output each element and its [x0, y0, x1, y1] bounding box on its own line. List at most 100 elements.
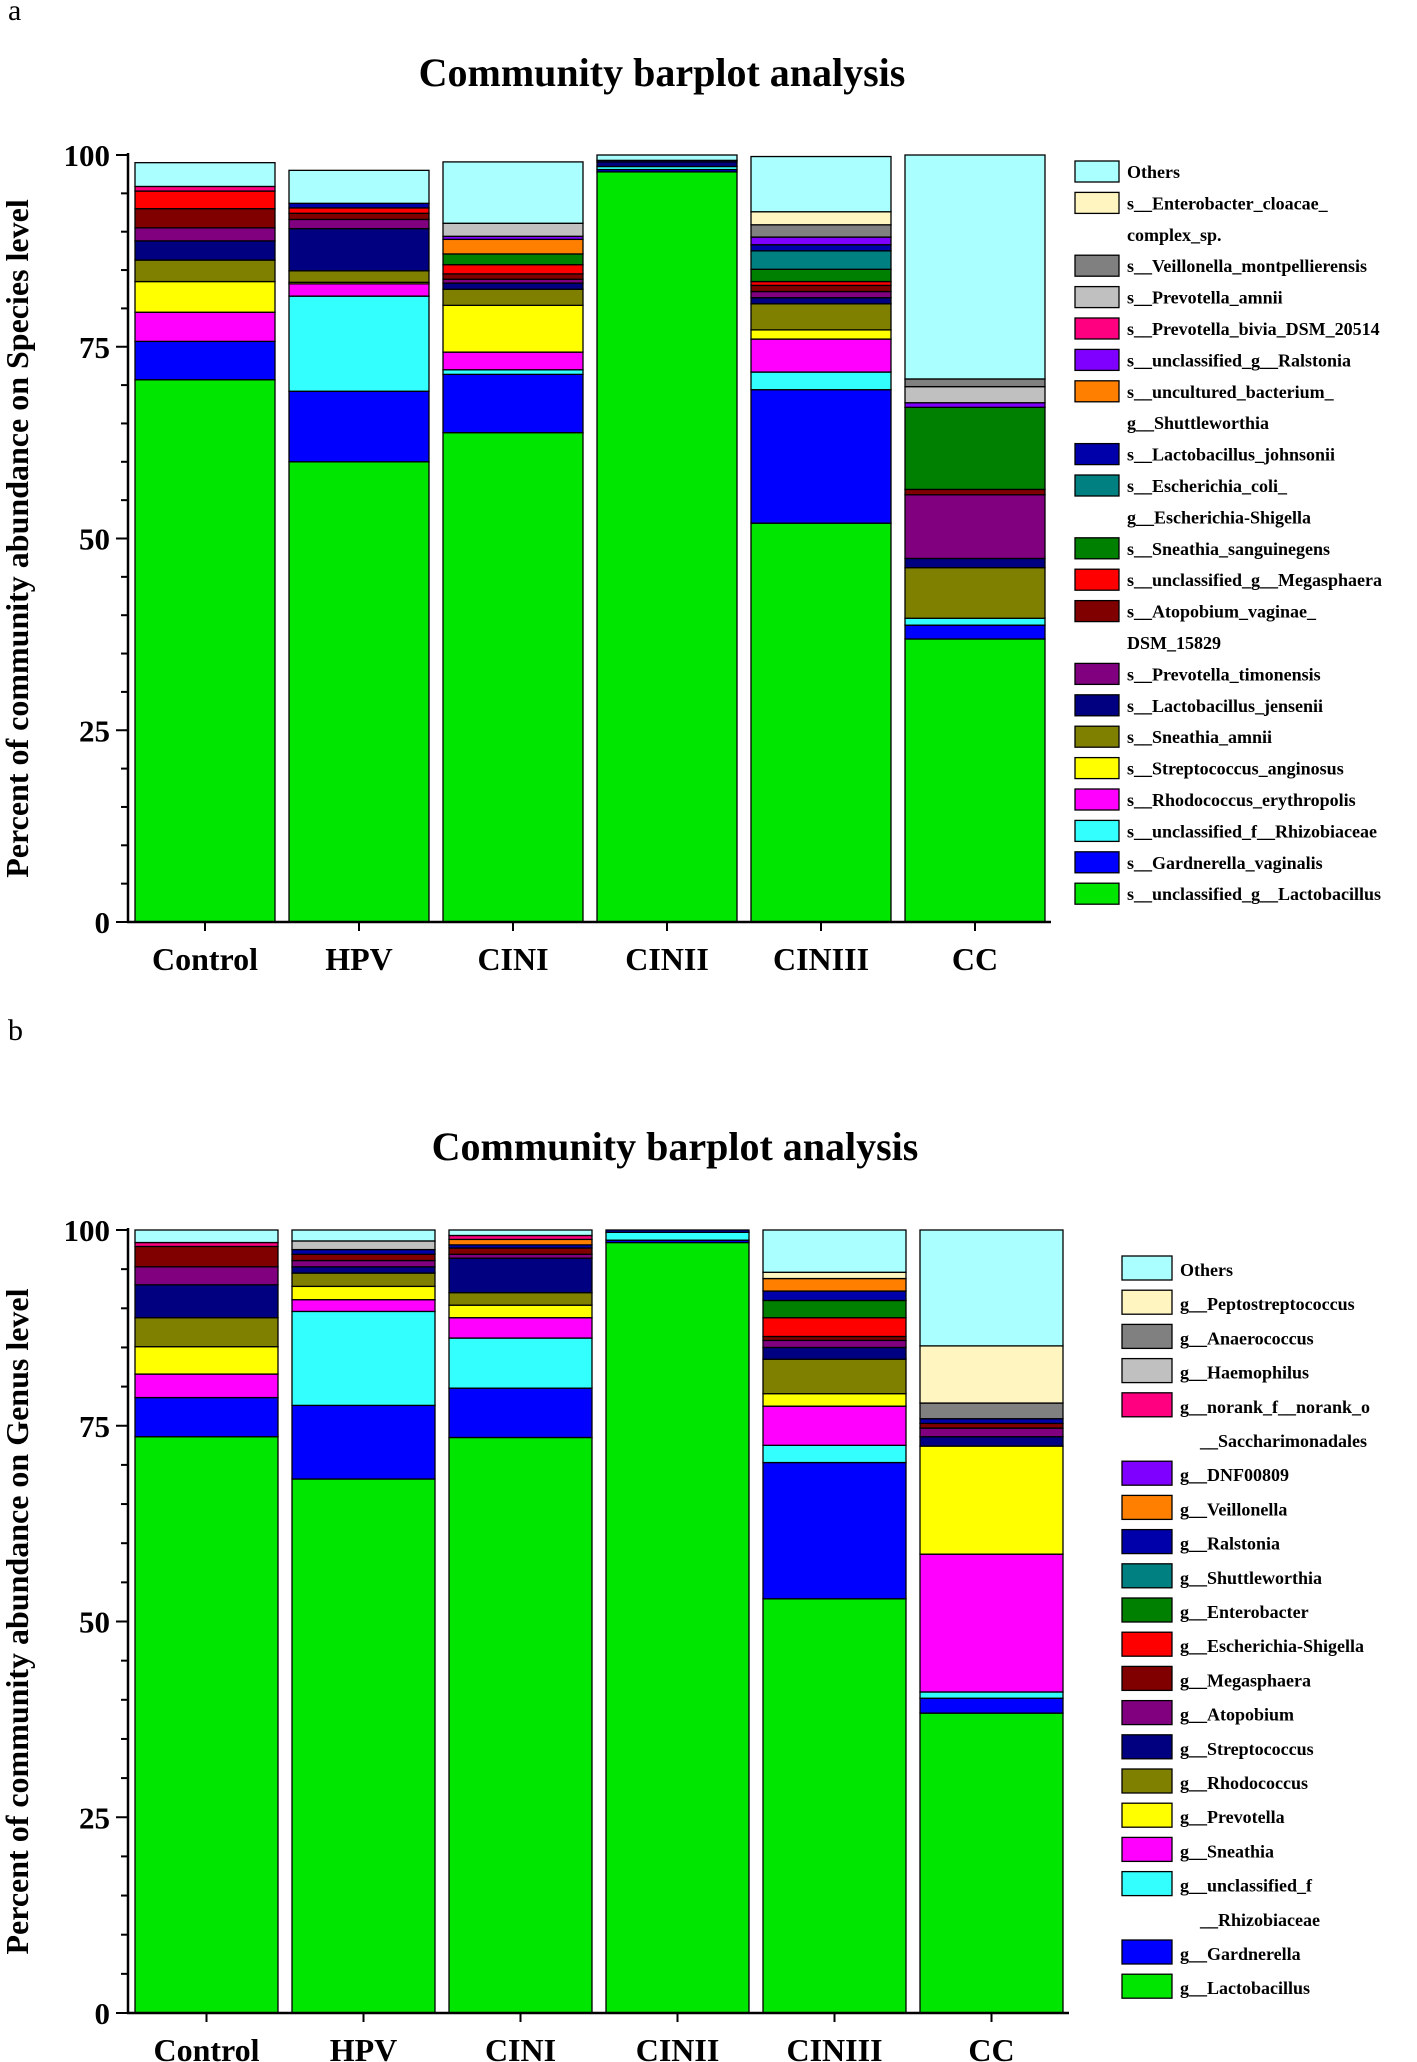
- bar-segment-Control-s__Atopobium_vaginae_DSM_15829: [134, 208, 276, 229]
- panel-letter-a: a: [8, 0, 21, 27]
- bar-segment-Control-Others: [134, 1229, 279, 1244]
- legend-label-g__Enterobacter: g__Enterobacter: [1180, 1602, 1309, 1622]
- bar-segment-HPV-s__unclassified_f__Rhizobiaceae: [288, 295, 430, 392]
- bar-segment-CINI-s__unclassified_f__Rhizobiaceae: [442, 369, 584, 376]
- legend-label-g__Sneathia: g__Sneathia: [1180, 1841, 1274, 1861]
- panel-letter-b: b: [8, 1014, 23, 1047]
- legend-label-s__Lactobacillus_jensenii: s__Lactobacillus_jensenii: [1127, 696, 1323, 716]
- bar-segment-CINI-s__unclassified_g__Megasphaera: [442, 264, 584, 275]
- legend-label-s__Sneathia_amnii: s__Sneathia_amnii: [1127, 727, 1272, 747]
- chart-title: Community barplot analysis: [419, 50, 906, 95]
- bar-segment-CC-s__Sneathia_sanguinegens: [904, 406, 1046, 491]
- panel-a: a Community barplot analysis Percent of c…: [0, 0, 1382, 977]
- bar-segment-HPV-s__Lactobacillus_jensenii: [288, 227, 430, 272]
- bar-segment-Control-s__Streptococcus_anginosus: [134, 280, 276, 313]
- bar-segment-HPV-g__Streptococcus: [291, 1266, 436, 1274]
- legend-swatch-g__norank_f__norank_o__Saccharimonadales: [1121, 1392, 1173, 1418]
- legend-label-g__Atopobium: g__Atopobium: [1180, 1705, 1294, 1725]
- x-tick-label-CINIII: CINIII: [773, 941, 869, 977]
- y-tick-label-50: 50: [79, 1605, 110, 1640]
- x-tick-label-CINIII: CINIII: [786, 2032, 882, 2062]
- bar-segment-Control-s__unclassified_g__Megasphaera: [134, 190, 276, 210]
- bar-segment-HPV-g__Atopobium: [291, 1259, 436, 1268]
- bar-segment-CINIII-g__Prevotella: [762, 1392, 907, 1407]
- x-tick-label-HPV: HPV: [330, 2032, 398, 2062]
- bar-segment-CINIII-s__Streptococcus_anginosus: [750, 329, 892, 340]
- x-tick-label-HPV: HPV: [325, 941, 393, 977]
- legend-swatch-s__Lactobacillus_johnsonii: [1074, 442, 1120, 466]
- legend-label-s__Enterobacter_cloacae_complex_sp.-line2: complex_sp.: [1127, 225, 1222, 245]
- bar-segment-CC-s__Veillonella_montpellierensis: [904, 378, 1046, 388]
- legend-swatch-g__Streptococcus: [1121, 1734, 1173, 1760]
- bar-segment-HPV-s__Rhodococcus_erythropolis: [288, 283, 430, 297]
- bar-segment-CINI-g__Megasphaera: [448, 1247, 593, 1255]
- legend-swatch-s__Veillonella_montpellierensis: [1074, 254, 1120, 277]
- bar-segment-CINIII-g__unclassified_f__Rhizobiaceae: [762, 1444, 907, 1464]
- bar-segment-HPV-s__Gardnerella_vaginalis: [288, 390, 430, 463]
- legend-swatch-g__Enterobacter: [1121, 1597, 1173, 1623]
- legend-swatch-g__Shuttleworthia: [1121, 1563, 1173, 1589]
- bar-segment-CINI-s__unclassified_g__Lactobacillus: [442, 432, 584, 923]
- bar-segment-HPV-g__Lactobacillus: [291, 1478, 436, 2014]
- legend-label-s__Enterobacter_cloacae_complex_sp.: s__Enterobacter_cloacae_: [1127, 193, 1329, 213]
- bar-segment-CINIII-g__Veillonella: [762, 1277, 907, 1292]
- legend-swatch-g__Anaerococcus: [1121, 1323, 1173, 1350]
- bar-segment-CINIII-g__Escherichia-Shigella: [762, 1317, 907, 1338]
- bar-segment-CC-s__Lactobacillus_jensenii: [904, 557, 1046, 569]
- legend-label-g__unclassified_f__Rhizobiaceae: g__unclassified_f: [1180, 1876, 1313, 1896]
- bar-segment-CC-Others: [919, 1229, 1064, 1347]
- x-tick-label-CINI: CINI: [477, 941, 548, 977]
- legend-swatch-s__Enterobacter_cloacae_complex_sp.: [1074, 191, 1120, 215]
- legend-label-s__Atopobium_vaginae_DSM_15829-line2: DSM_15829: [1127, 633, 1221, 653]
- bar-segment-CINII-Others: [596, 154, 738, 162]
- legend-label-g__norank_f__norank_o__Saccharimonadales: g__norank_f__norank_o: [1180, 1397, 1370, 1417]
- legend-label-g__Streptococcus: g__Streptococcus: [1180, 1739, 1314, 1759]
- legend-swatch-s__Atopobium_vaginae_DSM_15829: [1074, 599, 1120, 623]
- bar-segment-CINII-s__unclassified_g__Lactobacillus: [596, 171, 738, 923]
- legend-swatch-s__Sneathia_amnii: [1074, 725, 1120, 748]
- bar-segment-CINI-s__Rhodococcus_erythropolis: [442, 351, 584, 371]
- y-axis-label: Percent of community abundance on Genus …: [0, 1288, 35, 1954]
- y-tick-label-75: 75: [79, 1409, 110, 1444]
- bar-segment-CC-s__unclassified_g__Ralstonia: [904, 402, 1046, 408]
- bar-segment-Control-s__Prevotella_bivia_DSM_20514: [134, 185, 276, 192]
- legend-swatch-g__DNF00809: [1121, 1460, 1173, 1486]
- legend-swatch-s__Rhodococcus_erythropolis: [1074, 788, 1120, 811]
- legend-label-s__Prevotella_timonensis: s__Prevotella_timonensis: [1127, 664, 1321, 684]
- legend-label-s__Prevotella_amnii: s__Prevotella_amnii: [1127, 288, 1283, 308]
- bar-segment-CINII-g__Lactobacillus: [605, 1241, 750, 2014]
- y-tick-label-50: 50: [79, 522, 110, 557]
- bar-segment-Control-s__Rhodococcus_erythropolis: [134, 311, 276, 343]
- legend-label-s__unclassified_g__Megasphaera: s__unclassified_g__Megasphaera: [1127, 570, 1382, 590]
- legend-swatch-Others: [1074, 160, 1120, 183]
- y-tick-label-25: 25: [79, 1800, 110, 1835]
- legend-swatch-Others: [1121, 1255, 1173, 1281]
- bar-segment-CINIII-g__Peptostreptococcus: [762, 1271, 907, 1280]
- legend-swatch-g__unclassified_f__Rhizobiaceae: [1121, 1870, 1173, 1897]
- bar-segment-CINIII-s__Escherichia_coli_g__Escherichia-Shigella: [750, 250, 892, 270]
- bar-segment-CINI-s__Lactobacillus_jensenii: [442, 282, 584, 290]
- legend-label-g__Gardnerella: g__Gardnerella: [1180, 1944, 1301, 1964]
- legend-label-Others: Others: [1127, 162, 1180, 182]
- legend-swatch-g__Escherichia-Shigella: [1121, 1631, 1173, 1657]
- x-tick-label-CINI: CINI: [485, 2032, 556, 2062]
- bar-segment-CINIII-g__Gardnerella: [762, 1461, 907, 1600]
- bar-segment-HPV-g__Haemophilus: [291, 1240, 436, 1251]
- bar-segment-CINI-s__uncultured_bacterium_g__Shuttleworthia: [442, 238, 584, 255]
- legend-swatch-g__Haemophilus: [1121, 1357, 1173, 1384]
- bar-segment-HPV-g__Gardnerella: [291, 1404, 436, 1480]
- bar-segment-CINI-g__Gardnerella: [448, 1387, 593, 1439]
- legend-label-s__unclassified_g__Ralstonia: s__unclassified_g__Ralstonia: [1127, 350, 1351, 370]
- bar-segment-CINI-g__Lactobacillus: [448, 1436, 593, 2014]
- bar-segment-CC-g__Lactobacillus: [919, 1712, 1064, 2014]
- legend-swatch-s__unclassified_g__Lactobacillus: [1074, 882, 1120, 905]
- x-tick-label-Control: Control: [153, 2032, 259, 2062]
- legend-swatch-s__Sneathia_sanguinegens: [1074, 537, 1120, 560]
- bar-segment-Control-s__Prevotella_timonensis: [134, 227, 276, 242]
- legend-label-g__Rhodococcus: g__Rhodococcus: [1180, 1773, 1308, 1793]
- y-tick-label-0: 0: [95, 1996, 111, 2031]
- bar-segment-CINI-g__Veillonella: [448, 1238, 593, 1246]
- bar-segment-CC-g__Gardnerella: [919, 1697, 1064, 1714]
- x-tick-label-CC: CC: [968, 2032, 1014, 2062]
- bar-segment-HPV-s__unclassified_g__Megasphaera: [288, 207, 430, 214]
